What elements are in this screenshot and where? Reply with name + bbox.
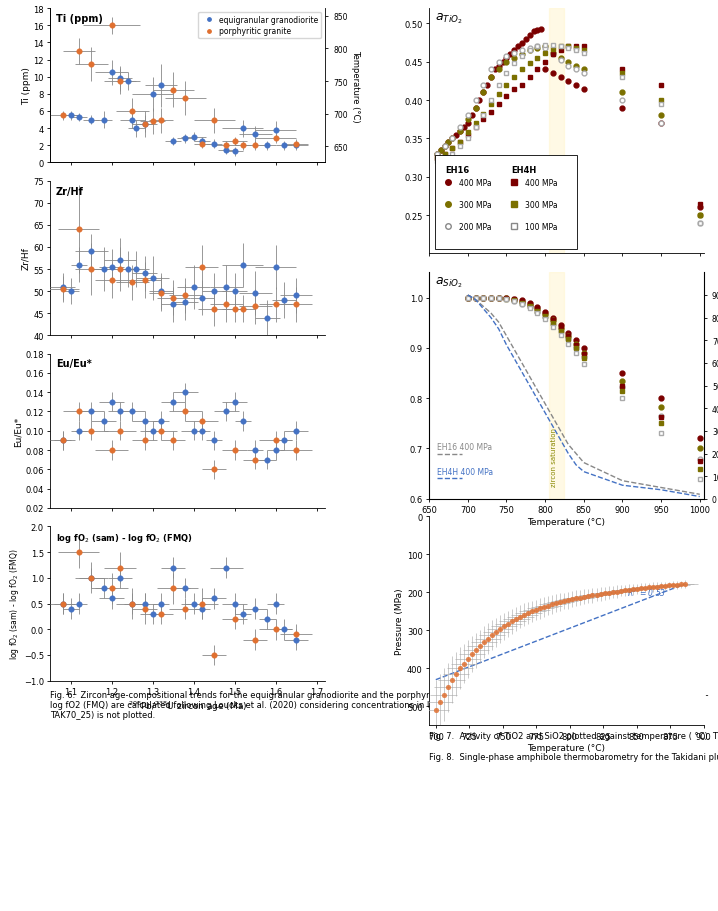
Text: $a_{SiO_2}$: $a_{SiO_2}$ [434, 275, 462, 290]
Text: Fig. 6.  Zircon age-compositional trends for the equigranular granodiorite and t: Fig. 6. Zircon age-compositional trends … [50, 690, 709, 720]
Text: $a_{TiO_2}$: $a_{TiO_2}$ [434, 12, 462, 26]
X-axis label: Temperature (°C): Temperature (°C) [528, 517, 605, 527]
Text: EH16: EH16 [446, 166, 470, 175]
Y-axis label: Zr/Hf: Zr/Hf [22, 247, 31, 271]
Text: 400 MPa: 400 MPa [460, 179, 492, 188]
Text: EH4H 400 MPa: EH4H 400 MPa [437, 467, 493, 476]
Text: EH16 400 MPa: EH16 400 MPa [437, 443, 493, 452]
Text: 400 MPa: 400 MPa [525, 179, 558, 188]
Y-axis label: log fO$_2$ (sam) - log fO$_2$ (FMQ): log fO$_2$ (sam) - log fO$_2$ (FMQ) [8, 548, 21, 660]
Text: $R^2$ = 0.53: $R^2$ = 0.53 [627, 586, 666, 598]
Bar [434, 156, 577, 250]
Y-axis label: Ti (ppm): Ti (ppm) [22, 67, 31, 105]
Text: EH4H: EH4H [511, 166, 537, 175]
X-axis label: Temperature (°C): Temperature (°C) [528, 743, 605, 752]
Text: Zr/Hf: Zr/Hf [56, 187, 83, 196]
Text: Ti (ppm): Ti (ppm) [56, 14, 103, 24]
Text: 300 MPa: 300 MPa [525, 200, 558, 210]
Text: log fO$_2$ (sam) - log fO$_2$ (FMQ): log fO$_2$ (sam) - log fO$_2$ (FMQ) [56, 531, 192, 545]
Text: zircon saturation: zircon saturation [551, 176, 556, 235]
X-axis label: $^{206}$Pb/$^{238}$U zircon age (Ma): $^{206}$Pb/$^{238}$U zircon age (Ma) [128, 699, 247, 713]
Legend: equigranular granodiorite, porphyritic granite: equigranular granodiorite, porphyritic g… [198, 13, 321, 39]
Y-axis label: Temperature (°C): Temperature (°C) [351, 50, 360, 122]
Text: 200 MPa: 200 MPa [460, 222, 492, 231]
Text: Fig. 7.  Activity of TiO2 and SiO2 plotted against temperature ( °C). The compos: Fig. 7. Activity of TiO2 and SiO2 plotte… [429, 732, 718, 761]
Text: Eu/Eu*: Eu/Eu* [56, 359, 91, 369]
Y-axis label: Eu/Eu*: Eu/Eu* [14, 416, 23, 446]
Text: 100 MPa: 100 MPa [525, 222, 558, 231]
Bar [549, 273, 564, 499]
Text: zircon saturation: zircon saturation [551, 428, 556, 486]
Y-axis label: Pressure (MPa): Pressure (MPa) [395, 588, 404, 654]
Bar [549, 9, 564, 254]
Text: 300 MPa: 300 MPa [460, 200, 492, 210]
